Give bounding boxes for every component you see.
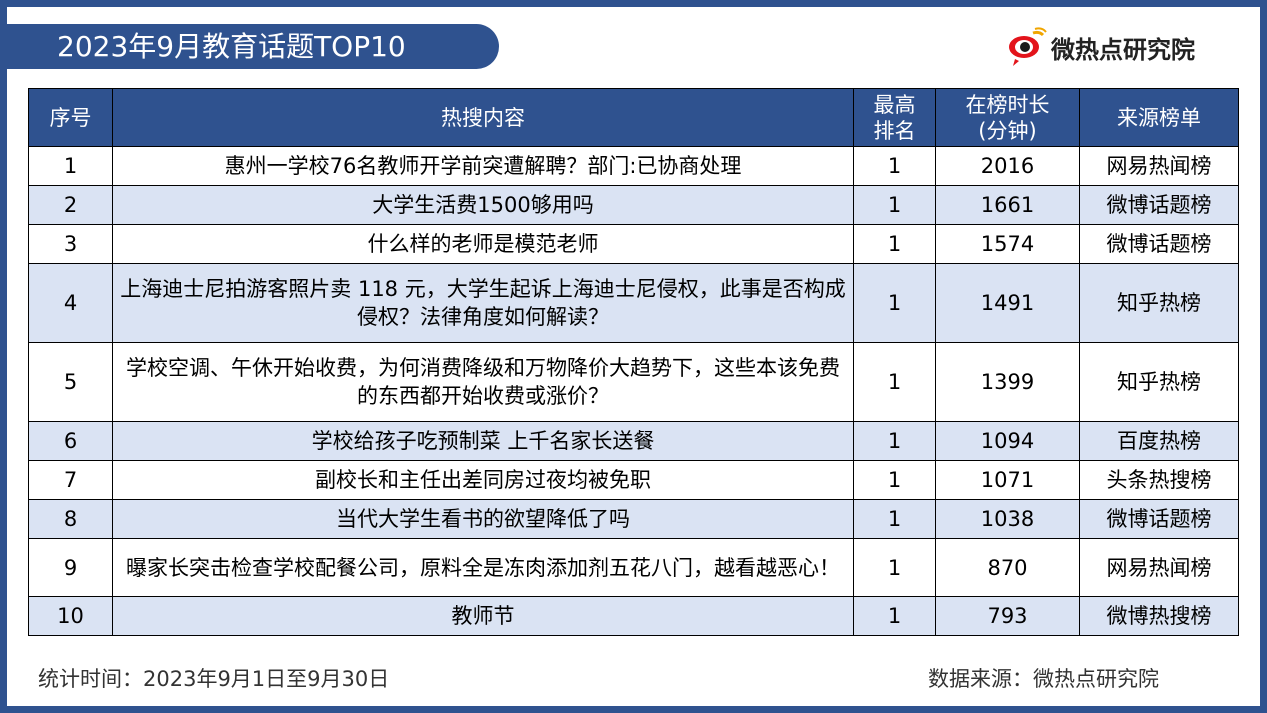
footer-period: 统计时间：2023年9月1日至9月30日 [38, 667, 390, 691]
cell-duration: 1661 [935, 185, 1080, 225]
header-duration-line2: (分钟) [978, 118, 1037, 143]
cell-top-rank: 1 [853, 263, 936, 343]
header-source: 来源榜单 [1079, 88, 1239, 147]
cell-rank: 5 [28, 342, 113, 422]
footer-source: 数据来源：微热点研究院 [928, 667, 1159, 691]
cell-rank: 2 [28, 185, 113, 225]
cell-top-rank: 1 [853, 342, 936, 422]
cell-content: 上海迪士尼拍游客照片卖 118 元，大学生起诉上海迪士尼侵权，此事是否构成侵权？… [112, 263, 854, 343]
cell-content: 学校空调、午休开始收费，为何消费降级和万物降价大趋势下，这些本该免费的东西都开始… [112, 342, 854, 422]
header-rank: 序号 [28, 88, 113, 147]
cell-rank: 3 [28, 224, 113, 264]
logo: 微热点研究院 [1007, 27, 1195, 67]
header-top-rank: 最高 排名 [853, 88, 936, 147]
table-row: 9 曝家长突击检查学校配餐公司，原料全是冻肉添加剂五花八门，越看越恶心！ 1 8… [28, 538, 1239, 597]
cell-duration: 1094 [935, 421, 1080, 461]
logo-text: 微热点研究院 [1051, 35, 1195, 64]
cell-duration: 1038 [935, 499, 1080, 539]
table-row: 7 副校长和主任出差同房过夜均被免职 1 1071 头条热搜榜 [28, 460, 1239, 500]
cell-duration: 2016 [935, 146, 1080, 186]
cell-content: 学校给孩子吃预制菜 上千名家长送餐 [112, 421, 854, 461]
cell-source: 微博话题榜 [1079, 224, 1239, 264]
cell-content: 副校长和主任出差同房过夜均被免职 [112, 460, 854, 500]
cell-content: 曝家长突击检查学校配餐公司，原料全是冻肉添加剂五花八门，越看越恶心！ [112, 538, 854, 597]
cell-content: 教师节 [112, 596, 854, 636]
cell-top-rank: 1 [853, 185, 936, 225]
cell-top-rank: 1 [853, 224, 936, 264]
cell-source: 百度热榜 [1079, 421, 1239, 461]
cell-source: 知乎热榜 [1079, 342, 1239, 422]
cell-top-rank: 1 [853, 596, 936, 636]
cell-duration: 1491 [935, 263, 1080, 343]
cell-source: 网易热闻榜 [1079, 538, 1239, 597]
cell-content: 惠州一学校76名教师开学前突遭解聘？部门:已协商处理 [112, 146, 854, 186]
cell-content: 什么样的老师是模范老师 [112, 224, 854, 264]
header-duration: 在榜时长 (分钟) [935, 88, 1080, 147]
cell-content: 大学生活费1500够用吗 [112, 185, 854, 225]
page-title: 2023年9月教育话题TOP10 [7, 24, 499, 69]
cell-top-rank: 1 [853, 499, 936, 539]
cell-top-rank: 1 [853, 146, 936, 186]
cell-rank: 1 [28, 146, 113, 186]
cell-top-rank: 1 [853, 421, 936, 461]
cell-source: 微博话题榜 [1079, 499, 1239, 539]
cell-rank: 7 [28, 460, 113, 500]
table-row: 4 上海迪士尼拍游客照片卖 118 元，大学生起诉上海迪士尼侵权，此事是否构成侵… [28, 263, 1239, 343]
table-row: 6 学校给孩子吃预制菜 上千名家长送餐 1 1094 百度热榜 [28, 421, 1239, 461]
cell-top-rank: 1 [853, 460, 936, 500]
cell-rank: 8 [28, 499, 113, 539]
cell-rank: 4 [28, 263, 113, 343]
header-top-rank-line1: 最高 [873, 92, 916, 117]
cell-source: 网易热闻榜 [1079, 146, 1239, 186]
cell-source: 微博热搜榜 [1079, 596, 1239, 636]
cell-top-rank: 1 [853, 538, 936, 597]
cell-content: 当代大学生看书的欲望降低了吗 [112, 499, 854, 539]
cell-duration: 793 [935, 596, 1080, 636]
header-duration-line1: 在榜时长 [965, 92, 1050, 117]
header-content: 热搜内容 [112, 88, 854, 147]
cell-source: 微博话题榜 [1079, 185, 1239, 225]
eye-logo-icon [1009, 27, 1047, 66]
header-top-rank-line2: 排名 [873, 118, 916, 143]
cell-duration: 1574 [935, 224, 1080, 264]
slide: 2023年9月教育话题TOP10 微热点研究院 序号 热搜内容 最高 [7, 7, 1260, 706]
table-row: 1 惠州一学校76名教师开学前突遭解聘？部门:已协商处理 1 2016 网易热闻… [28, 146, 1239, 186]
cell-source: 知乎热榜 [1079, 263, 1239, 343]
cell-rank: 6 [28, 421, 113, 461]
cell-rank: 10 [28, 596, 113, 636]
cell-duration: 1399 [935, 342, 1080, 422]
cell-duration: 1071 [935, 460, 1080, 500]
table-header-row: 序号 热搜内容 最高 排名 在榜时长 (分钟) 来源榜单 [28, 88, 1239, 147]
table-row: 2 大学生活费1500够用吗 1 1661 微博话题榜 [28, 185, 1239, 225]
cell-duration: 870 [935, 538, 1080, 597]
hot-topics-table: 序号 热搜内容 最高 排名 在榜时长 (分钟) 来源榜单 1 惠州一学校76名教… [28, 88, 1239, 636]
cell-source: 头条热搜榜 [1079, 460, 1239, 500]
cell-rank: 9 [28, 538, 113, 597]
table-row: 8 当代大学生看书的欲望降低了吗 1 1038 微博话题榜 [28, 499, 1239, 539]
table-row: 3 什么样的老师是模范老师 1 1574 微博话题榜 [28, 224, 1239, 264]
table-row: 5 学校空调、午休开始收费，为何消费降级和万物降价大趋势下，这些本该免费的东西都… [28, 342, 1239, 422]
table-row: 10 教师节 1 793 微博热搜榜 [28, 596, 1239, 636]
